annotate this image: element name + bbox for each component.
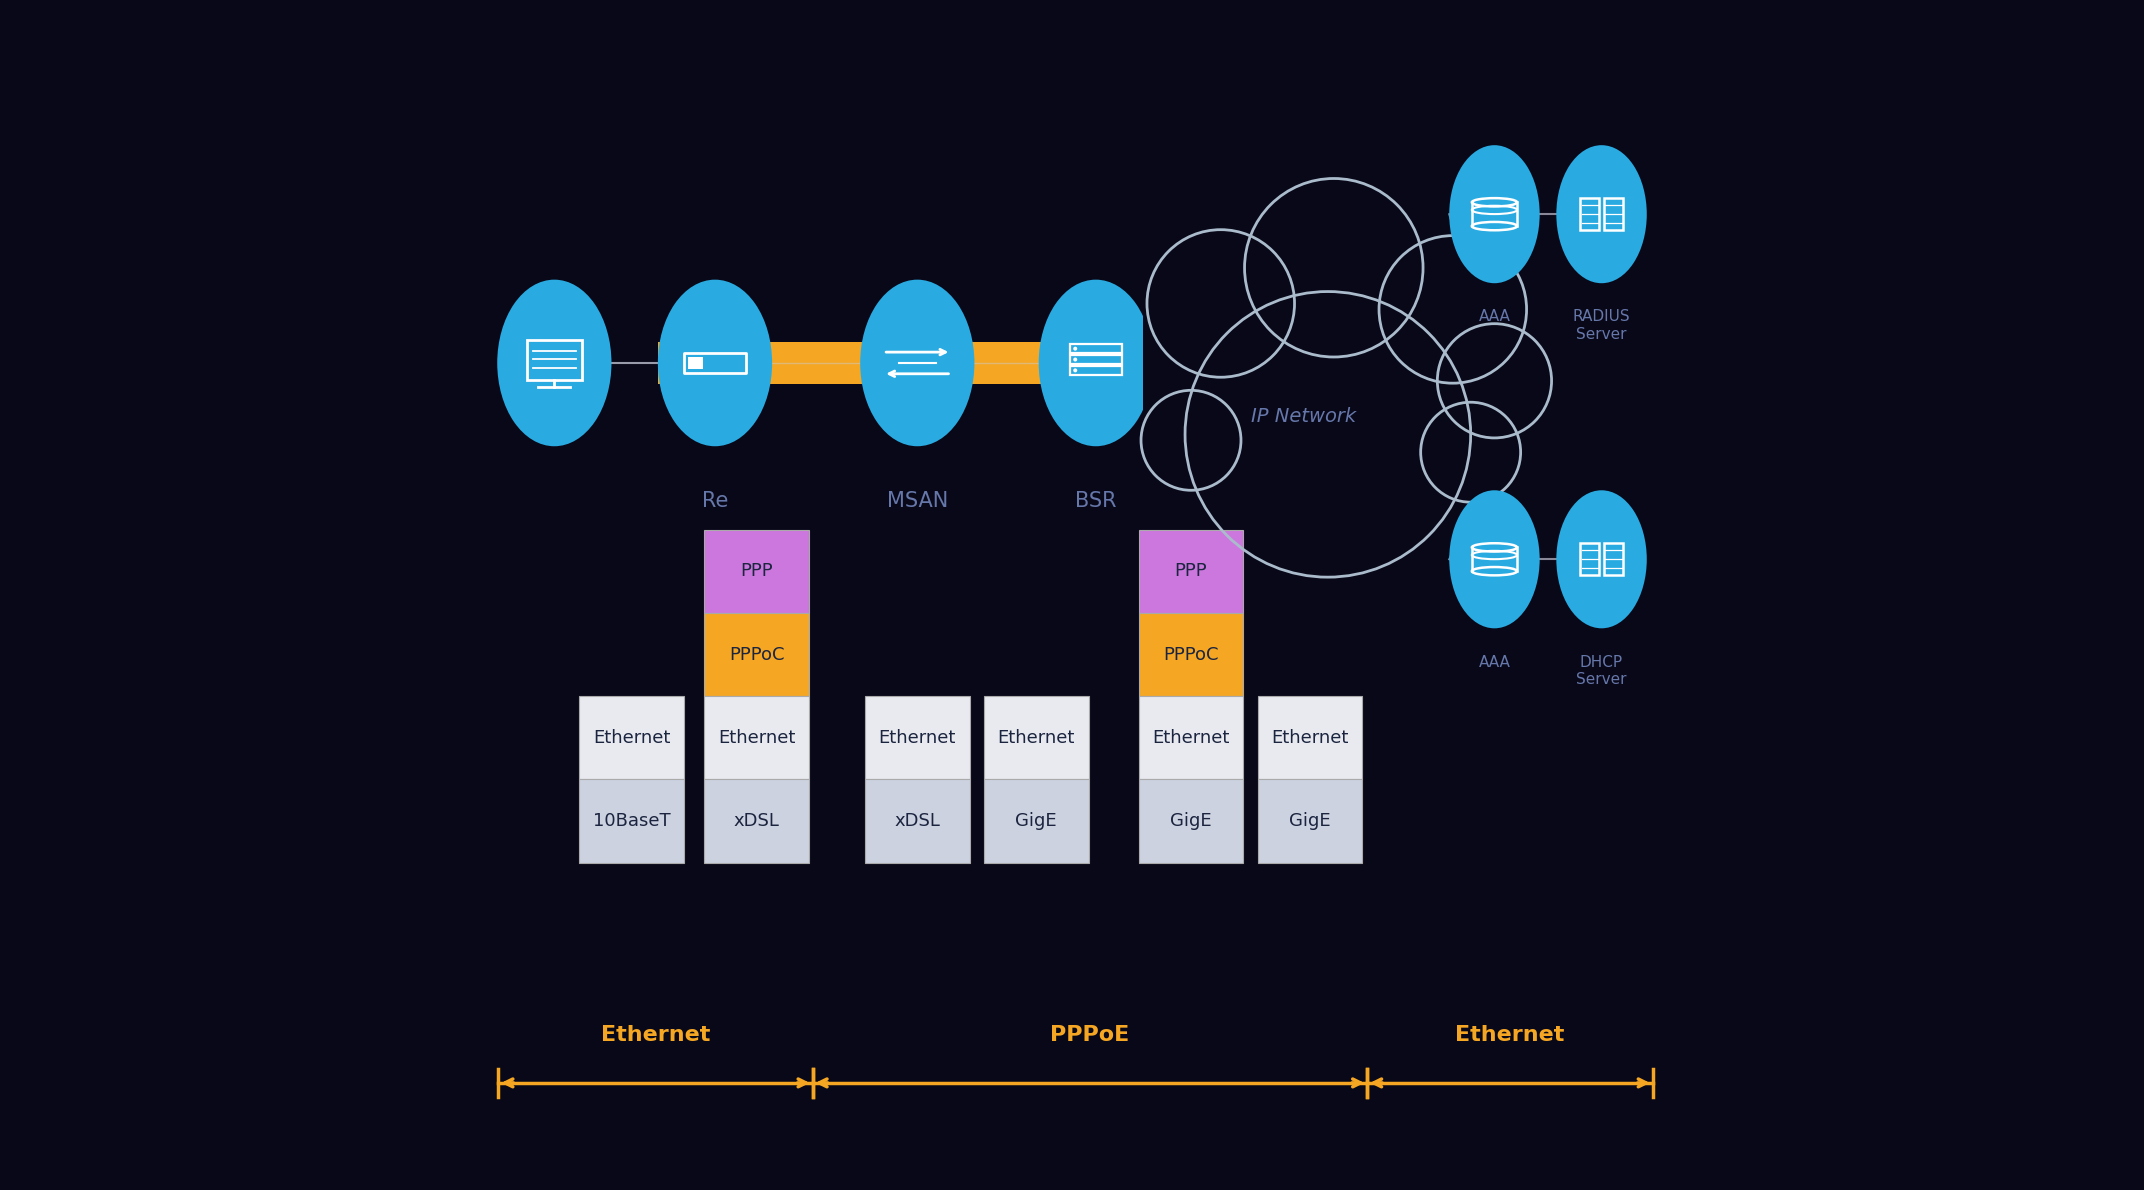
Circle shape (1421, 402, 1520, 502)
Text: Ethernet: Ethernet (1456, 1025, 1565, 1045)
Bar (1604, 543, 1623, 575)
Bar (1580, 543, 1599, 575)
Bar (984, 779, 1089, 863)
Ellipse shape (1449, 145, 1539, 283)
Text: MSAN: MSAN (888, 491, 948, 512)
Bar (864, 696, 969, 779)
Ellipse shape (658, 280, 772, 446)
Bar (579, 779, 684, 863)
Circle shape (1141, 390, 1241, 490)
Bar (984, 696, 1089, 779)
Ellipse shape (860, 280, 973, 446)
Ellipse shape (1038, 280, 1153, 446)
Bar (579, 696, 684, 779)
Bar (1138, 613, 1244, 696)
Bar (1070, 367, 1121, 375)
Bar (864, 779, 969, 863)
Bar (1259, 779, 1361, 863)
Circle shape (1244, 178, 1424, 357)
Circle shape (1074, 369, 1076, 372)
Bar (527, 340, 581, 380)
Text: BSR: BSR (1074, 491, 1117, 512)
Bar (1580, 199, 1599, 231)
Text: GigE: GigE (1171, 812, 1211, 831)
Text: Ethernet: Ethernet (997, 728, 1074, 747)
Text: Ethernet: Ethernet (600, 1025, 710, 1045)
Bar (703, 696, 808, 779)
Circle shape (1074, 346, 1076, 351)
Circle shape (1379, 236, 1527, 383)
Text: DHCP
Server: DHCP Server (1576, 654, 1627, 687)
Circle shape (1074, 357, 1076, 362)
Bar (1259, 696, 1361, 779)
Text: 10BaseT: 10BaseT (594, 812, 671, 831)
Text: Ethernet: Ethernet (718, 728, 795, 747)
Text: IP Network: IP Network (1252, 407, 1357, 426)
Text: AAA: AAA (1479, 654, 1509, 670)
Bar (1143, 280, 1524, 482)
Text: PPPoC: PPPoC (729, 645, 785, 664)
Text: Ethernet: Ethernet (1151, 728, 1231, 747)
Bar (703, 530, 808, 613)
Text: PPPoE: PPPoE (1051, 1025, 1130, 1045)
Text: PPP: PPP (1175, 562, 1207, 581)
Text: Ethernet: Ethernet (594, 728, 671, 747)
Bar (684, 353, 746, 372)
Circle shape (1186, 292, 1471, 577)
Bar (1138, 696, 1244, 779)
Text: GigE: GigE (1289, 812, 1331, 831)
Bar (1070, 356, 1121, 364)
Bar (703, 779, 808, 863)
Bar (658, 342, 1153, 384)
Bar (1604, 199, 1623, 231)
Circle shape (1436, 324, 1552, 438)
Text: PPP: PPP (740, 562, 774, 581)
Bar (1138, 779, 1244, 863)
Text: RADIUS
Server: RADIUS Server (1574, 309, 1629, 342)
Text: xDSL: xDSL (894, 812, 941, 831)
Circle shape (1147, 230, 1295, 377)
Text: AAA: AAA (1479, 309, 1509, 325)
Text: PPPoC: PPPoC (1164, 645, 1218, 664)
Ellipse shape (497, 280, 611, 446)
Bar (703, 613, 808, 696)
Text: GigE: GigE (1016, 812, 1057, 831)
Text: Ethernet: Ethernet (879, 728, 956, 747)
Ellipse shape (1449, 490, 1539, 628)
Text: xDSL: xDSL (733, 812, 780, 831)
Ellipse shape (1557, 490, 1647, 628)
Bar (688, 357, 703, 369)
Text: Re: Re (701, 491, 729, 512)
Text: Ethernet: Ethernet (1271, 728, 1349, 747)
Bar (1138, 530, 1244, 613)
Ellipse shape (1557, 145, 1647, 283)
Bar (1070, 344, 1121, 353)
